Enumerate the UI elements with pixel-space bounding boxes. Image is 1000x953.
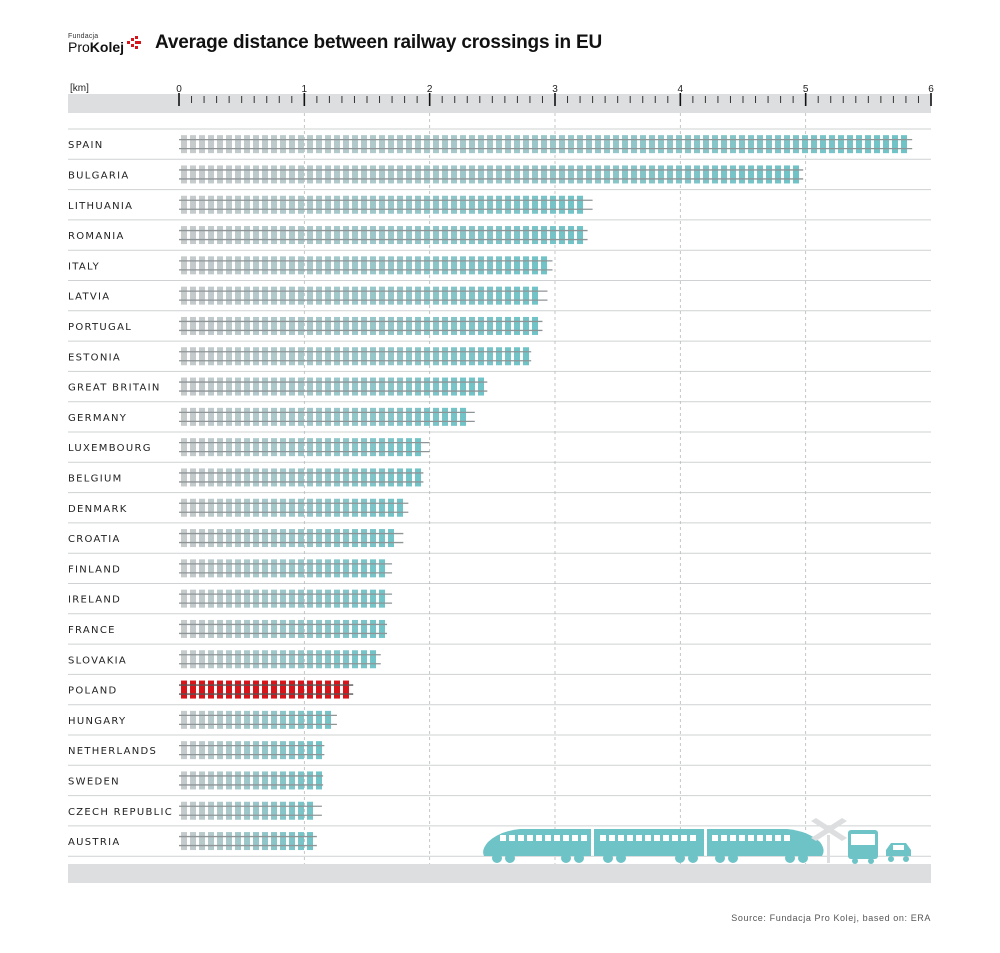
category-label: CROATIA [68, 534, 121, 545]
logo-kolej-text: Kolej [89, 38, 125, 55]
bus-icon [848, 830, 878, 864]
category-label: ROMANIA [68, 231, 125, 242]
logo-text: Fundacja ProKolej [68, 33, 124, 54]
bar [179, 619, 388, 638]
bar [179, 286, 548, 305]
crossing-sign-icon [811, 818, 847, 863]
category-labels: SPAIN BULGARIA LITHUANIA ROMANIA ITALY LATVIA… [68, 140, 173, 848]
category-label: AUSTRIA [68, 837, 120, 848]
header: Fundacja ProKolej Average distance betwe… [68, 26, 602, 60]
chart-title: Average distance between railway crossin… [155, 32, 602, 53]
car-icon [886, 843, 911, 862]
logo-pro-text: Pro [68, 38, 90, 55]
bar [179, 559, 393, 578]
category-label: ITALY [68, 261, 100, 272]
tick-label: 4 [678, 84, 684, 95]
bar [179, 347, 532, 366]
bar [179, 316, 543, 335]
bar [179, 226, 588, 245]
bar [179, 680, 354, 699]
category-label: BELGIUM [68, 473, 123, 484]
tick-label: 5 [803, 84, 809, 95]
category-label: SLOVAKIA [68, 655, 127, 666]
tick-label: 1 [302, 84, 308, 95]
bars [179, 135, 913, 851]
category-label: FRANCE [68, 625, 116, 636]
logo: Fundacja ProKolej [68, 33, 142, 54]
bar [179, 832, 317, 851]
ruler: 0 1 2 3 4 5 6 [176, 84, 934, 106]
bar [179, 589, 393, 608]
category-label: BULGARIA [68, 170, 129, 181]
tick-label: 2 [427, 84, 433, 95]
bar [179, 407, 475, 426]
bottom-band [68, 864, 931, 883]
tick-label: 6 [928, 84, 934, 95]
category-label: DENMARK [68, 504, 128, 515]
bar [179, 771, 324, 790]
bar [179, 377, 488, 396]
bar [179, 741, 325, 760]
grid-lines [303, 113, 807, 864]
bar [179, 256, 553, 275]
category-label: PORTUGAL [68, 322, 132, 333]
bar [179, 195, 593, 214]
category-label: GERMANY [68, 413, 127, 424]
axis-band [68, 94, 931, 113]
category-label: HUNGARY [68, 716, 126, 727]
category-label: GREAT BRITAIN [68, 383, 161, 394]
category-label: LITHUANIA [68, 201, 133, 212]
bar [179, 801, 322, 820]
bar [179, 468, 424, 487]
category-label: CZECH REPUBLIC [68, 807, 173, 818]
category-label: FINLAND [68, 564, 121, 575]
bar [179, 165, 804, 184]
bar [179, 498, 409, 517]
bar [179, 135, 913, 154]
tick-label: 0 [176, 84, 182, 95]
category-label: IRELAND [68, 595, 121, 606]
bar [179, 438, 430, 457]
logo-small-text: Fundacja [68, 32, 99, 40]
category-label: SWEDEN [68, 776, 120, 787]
row-lines [68, 128, 931, 857]
logo-main-text: ProKolej [68, 40, 124, 54]
category-label: LATVIA [68, 292, 110, 303]
category-label: POLAND [68, 686, 118, 697]
bar [179, 710, 337, 729]
source-note: Source: Fundacja Pro Kolej, based on: ER… [731, 913, 931, 923]
bar [179, 650, 381, 669]
train-icon [483, 829, 824, 863]
category-label: LUXEMBOURG [68, 443, 152, 454]
category-label: NETHERLANDS [68, 746, 157, 757]
category-label: ESTONIA [68, 352, 121, 363]
unit-label: [km] [70, 83, 89, 94]
logo-mark-icon [127, 36, 142, 49]
bar [179, 529, 404, 548]
category-label: SPAIN [68, 140, 104, 151]
tick-label: 3 [552, 84, 558, 95]
